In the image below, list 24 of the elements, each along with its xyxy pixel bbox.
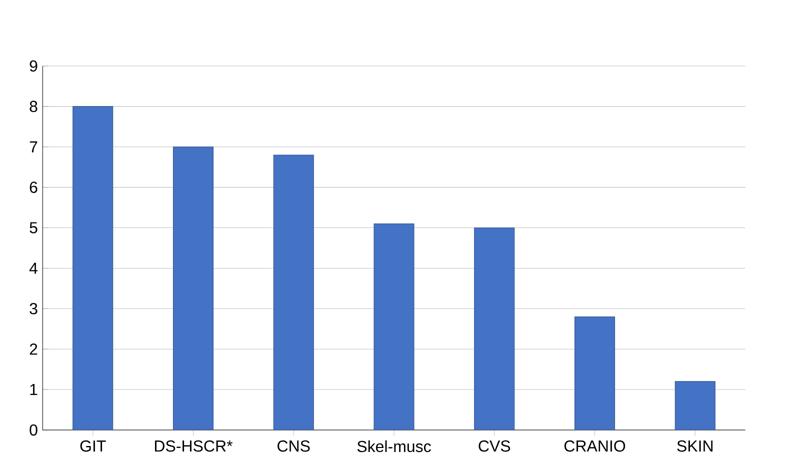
y-tick-label: 3 xyxy=(30,302,38,314)
x-tick-label: CRANIO xyxy=(564,440,626,452)
y-tick-label: 1 xyxy=(30,384,38,396)
bar xyxy=(674,381,716,430)
y-tick-label: 9 xyxy=(30,60,38,72)
y-tick-label: 6 xyxy=(30,182,38,193)
bar xyxy=(273,154,314,430)
y-tick-label: 0 xyxy=(30,424,38,436)
bar xyxy=(574,316,616,430)
x-tick-label: DS-HSCR* xyxy=(155,440,233,452)
x-tick-label: Skel-musc xyxy=(357,440,431,452)
x-tick-label: CVS xyxy=(478,440,510,452)
bar xyxy=(374,223,414,430)
y-tick-label: 4 xyxy=(29,262,38,274)
bar xyxy=(474,228,515,430)
bar xyxy=(72,106,114,430)
bar xyxy=(172,146,214,430)
y-tick-label: 8 xyxy=(30,100,38,112)
y-tick-label: 2 xyxy=(30,344,38,355)
x-tick-label: CNS xyxy=(278,440,310,452)
x-tick-label: GIT xyxy=(80,440,106,452)
y-tick-label: 5 xyxy=(30,222,38,234)
y-tick-label: 7 xyxy=(30,141,38,152)
x-tick-label: SKIN xyxy=(677,440,712,452)
